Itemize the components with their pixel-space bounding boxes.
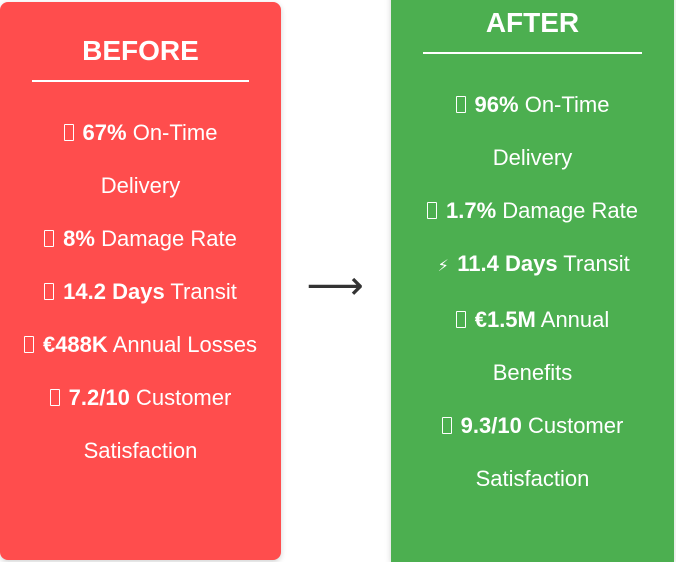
after-metric-transit: ⚡ 11.4 Days Transit <box>413 237 652 293</box>
before-metric-damage: 8% Damage Rate <box>22 212 259 265</box>
after-divider <box>423 52 642 54</box>
box-icon <box>455 96 466 113</box>
before-metric-label: Transit <box>164 279 237 304</box>
after-metric-satisfaction: 9.3/10 Customer Satisfaction <box>413 399 652 505</box>
before-metric-label: Annual Losses <box>107 332 258 357</box>
right-arrow-icon: ⟶ <box>306 263 364 309</box>
after-metric-value: 9.3/10 <box>460 413 522 438</box>
after-metric-on-time: 96% On-Time Delivery <box>413 78 652 184</box>
lightning-icon: ⚡ <box>437 258 449 275</box>
box-icon <box>441 417 452 434</box>
before-divider <box>32 80 249 82</box>
after-metric-value: 11.4 Days <box>457 251 558 276</box>
before-metrics-list: 67% On-Time Delivery 8% Damage Rate 14.2… <box>22 106 259 477</box>
after-metric-value: 96% <box>474 92 519 117</box>
box-icon <box>426 202 437 219</box>
after-title: AFTER <box>485 7 580 38</box>
before-metric-label: On-Time Delivery <box>100 120 218 198</box>
before-metric-value: 67% <box>82 120 127 145</box>
after-metric-label: Customer Satisfaction <box>475 413 624 491</box>
before-metric-value: 7.2/10 <box>68 385 130 410</box>
before-metric-transit: 14.2 Days Transit <box>22 265 259 318</box>
before-metric-on-time: 67% On-Time Delivery <box>22 106 259 212</box>
box-icon <box>455 311 466 328</box>
after-metric-benefits: €1.5M Annual Benefits <box>413 293 652 399</box>
after-metric-damage: 1.7% Damage Rate <box>413 184 652 237</box>
before-metric-satisfaction: 7.2/10 Customer Satisfaction <box>22 371 259 477</box>
before-title: BEFORE <box>82 35 199 66</box>
box-icon <box>44 230 55 247</box>
after-metrics-list: 96% On-Time Delivery 1.7% Damage Rate ⚡ 1… <box>413 78 652 505</box>
before-metric-label: Damage Rate <box>94 226 237 251</box>
box-icon <box>44 283 55 300</box>
before-metric-value: €488K <box>42 332 108 357</box>
before-metric-label: Customer Satisfaction <box>83 385 232 463</box>
after-metric-label: On-Time Delivery <box>492 92 610 170</box>
before-metric-losses: €488K Annual Losses <box>22 318 259 371</box>
after-metric-label: Transit <box>557 251 630 276</box>
before-panel: BEFORE 67% On-Time Delivery 8% Damage Ra… <box>0 2 281 560</box>
after-metric-value: 1.7% <box>445 198 497 223</box>
after-panel: AFTER 96% On-Time Delivery 1.7% Damage R… <box>391 0 674 562</box>
box-icon <box>49 389 60 406</box>
before-metric-value: 8% <box>63 226 95 251</box>
box-icon <box>23 336 34 353</box>
box-icon <box>63 124 74 141</box>
after-metric-value: €1.5M <box>474 307 536 332</box>
before-metric-value: 14.2 Days <box>63 279 165 304</box>
after-metric-label: Damage Rate <box>496 198 638 223</box>
after-metric-label: Annual Benefits <box>492 307 610 385</box>
